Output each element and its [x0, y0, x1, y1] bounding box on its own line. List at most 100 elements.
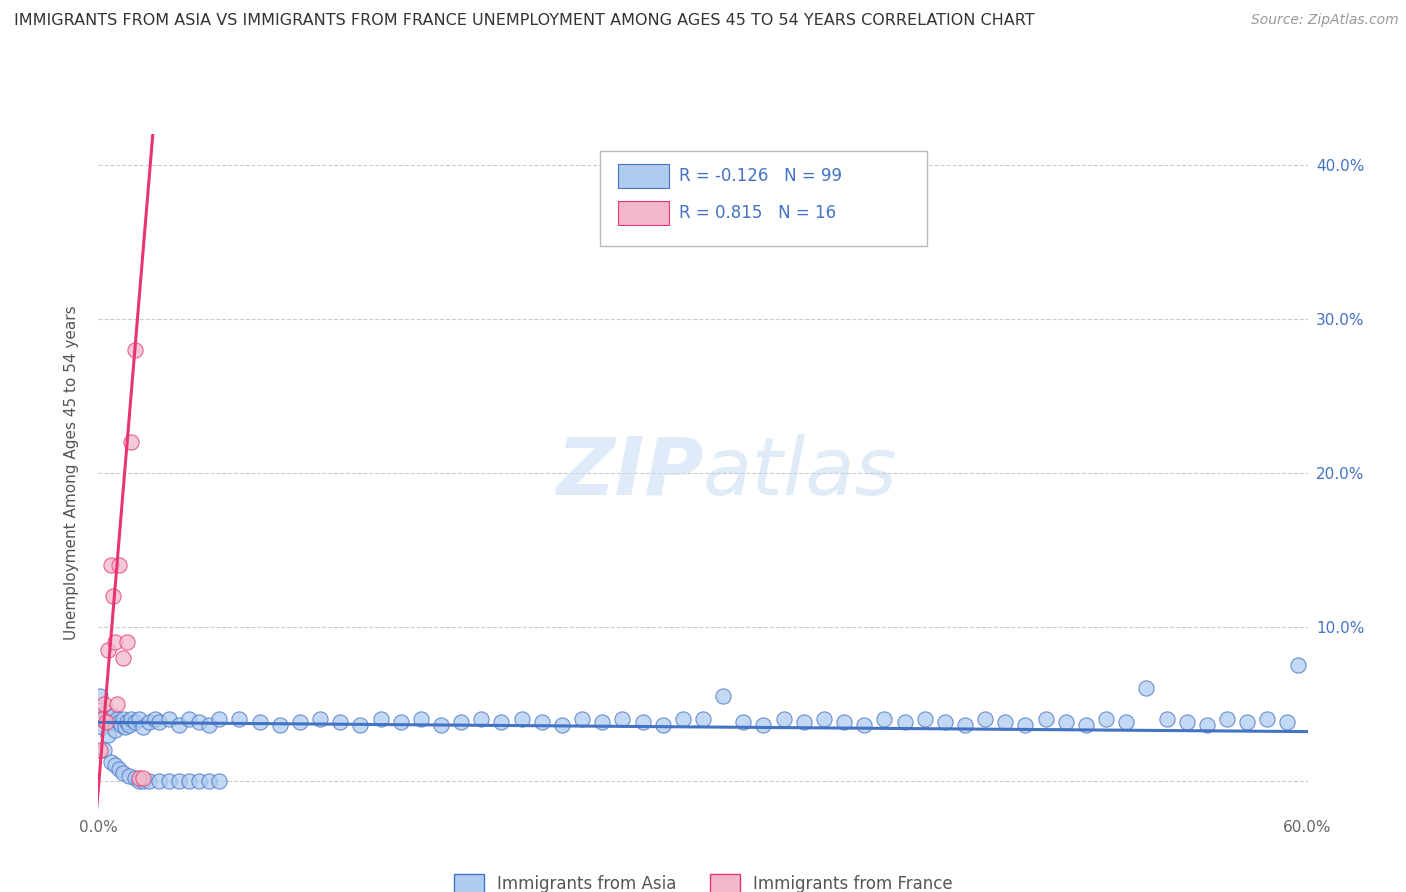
- Point: [1216, 712, 1239, 726]
- Point: [752, 718, 775, 732]
- Point: [132, 773, 155, 788]
- Point: [409, 712, 432, 726]
- Point: [873, 712, 896, 726]
- Point: [1095, 712, 1118, 726]
- Point: [148, 715, 170, 730]
- Point: [128, 773, 150, 788]
- Point: [1277, 715, 1299, 730]
- Point: [93, 697, 115, 711]
- Point: [96, 715, 118, 730]
- Point: [1195, 718, 1218, 732]
- Point: [853, 718, 876, 732]
- Y-axis label: Unemployment Among Ages 45 to 54 years: Unemployment Among Ages 45 to 54 years: [65, 305, 79, 640]
- Point: [132, 771, 155, 785]
- Point: [813, 712, 835, 726]
- Point: [450, 715, 472, 730]
- Point: [101, 589, 124, 603]
- Point: [157, 773, 180, 788]
- Point: [179, 712, 201, 726]
- Point: [1135, 681, 1157, 696]
- Point: [1115, 715, 1137, 730]
- Point: [105, 697, 128, 711]
- Point: [591, 715, 613, 730]
- Point: [111, 766, 134, 780]
- Point: [491, 715, 513, 730]
- FancyBboxPatch shape: [619, 163, 669, 188]
- Point: [389, 715, 412, 730]
- Point: [1054, 715, 1077, 730]
- Point: [93, 712, 115, 726]
- Point: [832, 715, 855, 730]
- Point: [733, 715, 755, 730]
- Point: [93, 743, 115, 757]
- Point: [530, 715, 553, 730]
- Point: [115, 715, 138, 730]
- Point: [288, 715, 311, 730]
- Point: [89, 743, 111, 757]
- Point: [97, 728, 120, 742]
- Point: [89, 689, 111, 703]
- Point: [974, 712, 997, 726]
- Point: [914, 712, 936, 726]
- Point: [132, 720, 155, 734]
- Point: [101, 709, 124, 723]
- Point: [692, 712, 714, 726]
- Point: [115, 635, 138, 649]
- Point: [167, 773, 190, 788]
- Point: [470, 712, 492, 726]
- FancyBboxPatch shape: [619, 201, 669, 226]
- Point: [138, 715, 160, 730]
- Point: [228, 712, 250, 726]
- Point: [994, 715, 1017, 730]
- Text: atlas: atlas: [703, 434, 898, 512]
- Point: [934, 715, 956, 730]
- Point: [91, 712, 114, 726]
- Point: [612, 712, 634, 726]
- Point: [128, 771, 150, 785]
- Point: [114, 720, 136, 734]
- Point: [107, 715, 129, 730]
- Text: R = 0.815   N = 16: R = 0.815 N = 16: [679, 204, 837, 222]
- Point: [100, 756, 122, 770]
- Point: [120, 434, 142, 449]
- Point: [111, 650, 134, 665]
- Point: [157, 712, 180, 726]
- Point: [249, 715, 271, 730]
- Point: [208, 773, 231, 788]
- Point: [100, 558, 122, 573]
- Point: [107, 762, 129, 776]
- Point: [329, 715, 352, 730]
- Point: [100, 715, 122, 730]
- Point: [1256, 712, 1278, 726]
- Point: [124, 715, 146, 730]
- Point: [198, 773, 221, 788]
- Point: [631, 715, 654, 730]
- Point: [1236, 715, 1258, 730]
- Point: [179, 773, 201, 788]
- Point: [1035, 712, 1057, 726]
- Point: [96, 705, 118, 719]
- Point: [551, 718, 574, 732]
- Point: [893, 715, 915, 730]
- Point: [672, 712, 695, 726]
- Point: [1156, 712, 1178, 726]
- Text: Source: ZipAtlas.com: Source: ZipAtlas.com: [1251, 13, 1399, 28]
- Point: [953, 718, 976, 732]
- Point: [370, 712, 392, 726]
- Text: ZIP: ZIP: [555, 434, 703, 512]
- Point: [124, 343, 146, 357]
- Point: [103, 723, 125, 737]
- Point: [349, 718, 371, 732]
- Point: [1014, 718, 1036, 732]
- Point: [198, 718, 221, 732]
- Point: [269, 718, 291, 732]
- Point: [128, 712, 150, 726]
- Point: [107, 558, 129, 573]
- Text: IMMIGRANTS FROM ASIA VS IMMIGRANTS FROM FRANCE UNEMPLOYMENT AMONG AGES 45 TO 54 : IMMIGRANTS FROM ASIA VS IMMIGRANTS FROM …: [14, 13, 1035, 29]
- Point: [510, 712, 533, 726]
- Point: [118, 718, 141, 732]
- Point: [167, 718, 190, 732]
- Point: [571, 712, 593, 726]
- Point: [309, 712, 332, 726]
- Point: [110, 718, 132, 732]
